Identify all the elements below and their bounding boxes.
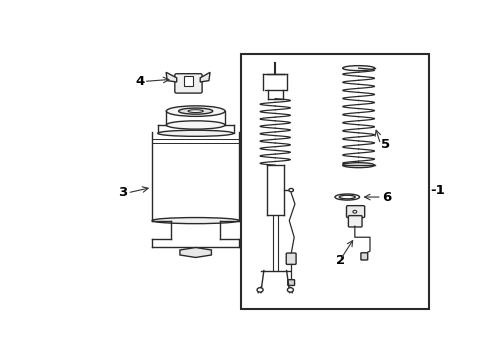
Ellipse shape <box>166 121 224 129</box>
Ellipse shape <box>342 163 374 168</box>
Ellipse shape <box>188 110 203 112</box>
Ellipse shape <box>339 195 354 199</box>
FancyBboxPatch shape <box>347 216 361 227</box>
FancyBboxPatch shape <box>346 206 364 217</box>
Ellipse shape <box>287 288 293 292</box>
Text: -1: -1 <box>430 184 445 197</box>
Text: 4: 4 <box>135 75 144 88</box>
Bar <box>184 76 192 86</box>
FancyBboxPatch shape <box>287 280 294 285</box>
Ellipse shape <box>342 66 374 71</box>
FancyBboxPatch shape <box>285 253 296 264</box>
Text: 6: 6 <box>382 190 391 203</box>
Ellipse shape <box>152 217 239 224</box>
Ellipse shape <box>334 194 359 200</box>
Text: 2: 2 <box>335 254 344 267</box>
Ellipse shape <box>166 106 224 116</box>
Polygon shape <box>166 72 176 82</box>
Text: 3: 3 <box>118 186 127 199</box>
Bar <box>241 54 428 309</box>
Ellipse shape <box>178 108 212 114</box>
Ellipse shape <box>257 288 263 292</box>
Ellipse shape <box>158 130 233 136</box>
Text: 5: 5 <box>381 138 390 151</box>
Ellipse shape <box>352 210 356 213</box>
Ellipse shape <box>288 188 293 192</box>
Polygon shape <box>180 247 211 257</box>
Polygon shape <box>200 72 210 82</box>
FancyBboxPatch shape <box>175 74 202 93</box>
FancyBboxPatch shape <box>360 253 367 260</box>
